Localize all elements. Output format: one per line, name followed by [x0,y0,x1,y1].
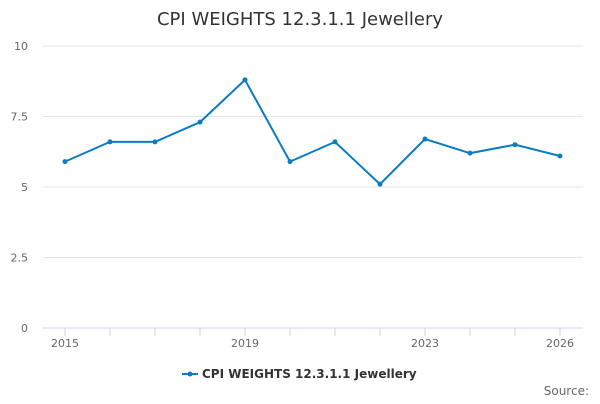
data-point[interactable] [152,139,158,145]
data-point[interactable] [62,159,68,165]
legend-label: CPI WEIGHTS 12.3.1.1 Jewellery [202,367,417,381]
legend-item[interactable]: CPI WEIGHTS 12.3.1.1 Jewellery [182,367,417,381]
y-tick-label: 0 [21,322,28,335]
data-point[interactable] [197,119,203,125]
data-point[interactable] [242,77,248,83]
y-tick-label: 10 [14,40,28,53]
data-point[interactable] [332,139,338,145]
x-tick-label: 2019 [231,337,259,350]
data-point[interactable] [467,150,473,156]
credits[interactable]: Source: [544,384,589,398]
data-point[interactable] [287,159,293,165]
data-point[interactable] [107,139,113,145]
y-tick-label: 7.5 [11,111,29,124]
data-point[interactable] [512,142,518,148]
x-tick-label: 2026 [546,337,574,350]
y-tick-label: 5 [21,181,28,194]
x-tick-label: 2015 [51,337,79,350]
y-tick-label: 2.5 [11,252,29,265]
series-line [64,78,561,186]
data-point[interactable] [557,153,563,159]
legend-marker-icon [187,371,193,377]
x-tick-label: 2023 [411,337,439,350]
chart-title: CPI WEIGHTS 12.3.1.1 Jewellery [157,9,443,30]
data-point[interactable] [377,181,383,187]
data-point[interactable] [422,136,428,142]
